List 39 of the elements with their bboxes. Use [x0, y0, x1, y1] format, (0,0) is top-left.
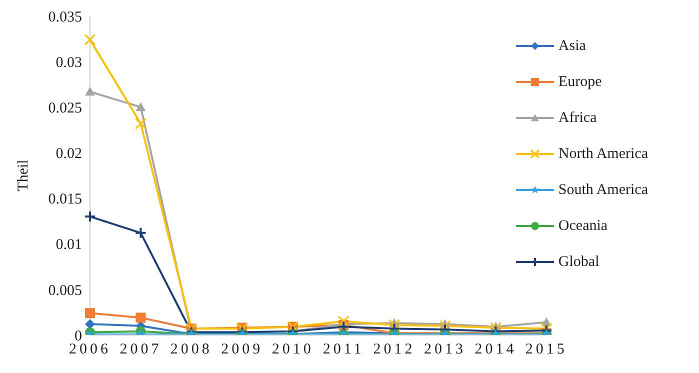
point: [439, 320, 451, 332]
legend-label: Europe: [558, 74, 602, 90]
point: [85, 308, 95, 318]
y-tick-label: 0.01: [56, 237, 82, 254]
x-tick-label: 2009: [221, 342, 264, 358]
legend-label: Oceania: [558, 218, 608, 234]
legend-label: North America: [558, 146, 648, 162]
point: [338, 316, 350, 328]
y-tick-label: 0.015: [48, 192, 82, 208]
point: [85, 86, 95, 96]
point: [338, 320, 350, 333]
point: [136, 312, 146, 323]
x-tick-label: 2012: [373, 342, 416, 358]
y-tick-label: 0.005: [48, 282, 82, 299]
point: [388, 319, 400, 331]
y-tick-label: 0.025: [48, 100, 82, 116]
point: [490, 322, 502, 334]
x-tick-label: 2013: [424, 342, 466, 358]
x-tick-label: 2007: [120, 342, 162, 358]
legend-label: Africa: [558, 110, 597, 126]
x-tick-label: 2015: [525, 342, 568, 358]
point: [84, 34, 96, 46]
legend-label: Asia: [558, 38, 586, 54]
legend-label: South America: [558, 182, 648, 198]
point: [134, 118, 147, 130]
y-tick-label: 0.035: [48, 9, 82, 26]
legend-label: Global: [558, 254, 600, 270]
x-tick-label: 2010: [272, 342, 314, 358]
x-tick-label: 2008: [170, 342, 212, 358]
point: [134, 226, 147, 239]
y-tick-label: 0.02: [56, 146, 82, 162]
point: [136, 102, 146, 112]
point: [84, 210, 96, 223]
y-axis-title: Theil: [15, 160, 32, 192]
y-tick-label: 0.03: [56, 54, 82, 71]
x-tick-label: 2006: [69, 342, 111, 358]
x-tick-label: 2011: [322, 342, 364, 358]
x-tick-label: 2014: [474, 342, 517, 358]
y-tick-label: 0: [74, 328, 82, 344]
